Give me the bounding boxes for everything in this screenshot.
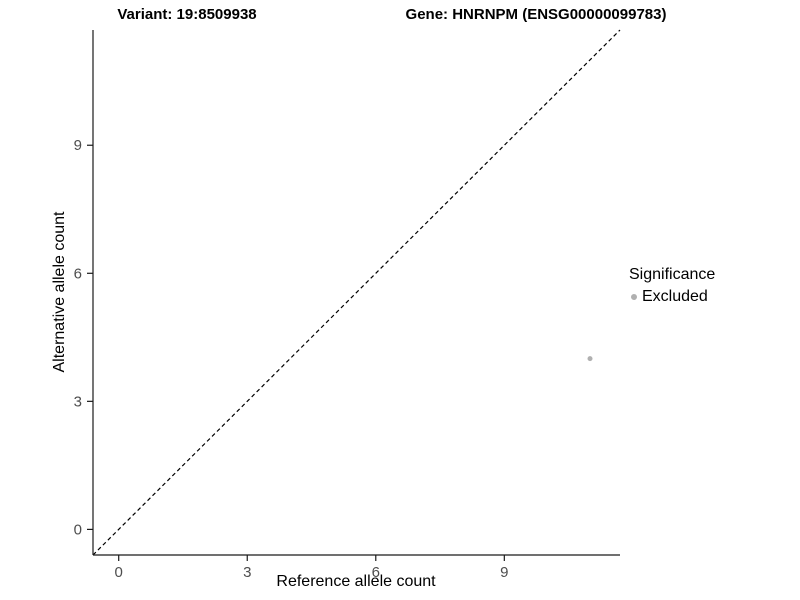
legend-title: Significance <box>629 266 716 283</box>
x-tick-label: 9 <box>500 564 508 581</box>
x-tick-label: 6 <box>372 564 380 581</box>
plot-title-gene: Gene: HNRNPM (ENSG00000099783) <box>405 6 667 23</box>
plot-title-variant: Variant: 19:8509938 <box>117 6 257 23</box>
identity-line <box>92 29 621 556</box>
x-tick-label: 3 <box>243 564 251 581</box>
x-axis-label: Reference allele count <box>276 573 436 590</box>
y-tick-label: 9 <box>74 137 82 154</box>
legend-point-icon <box>631 294 637 300</box>
y-tick-label: 3 <box>74 393 82 410</box>
data-point <box>587 356 593 362</box>
y-tick-label: 6 <box>74 265 82 282</box>
y-tick-label: 0 <box>74 521 82 538</box>
x-tick-label: 0 <box>115 564 123 581</box>
legend-entry-label: Excluded <box>642 288 708 305</box>
legend: Significance Excluded <box>629 266 715 306</box>
y-axis-label: Alternative allele count <box>51 211 68 373</box>
legend-entry-excluded: Excluded <box>629 288 715 306</box>
